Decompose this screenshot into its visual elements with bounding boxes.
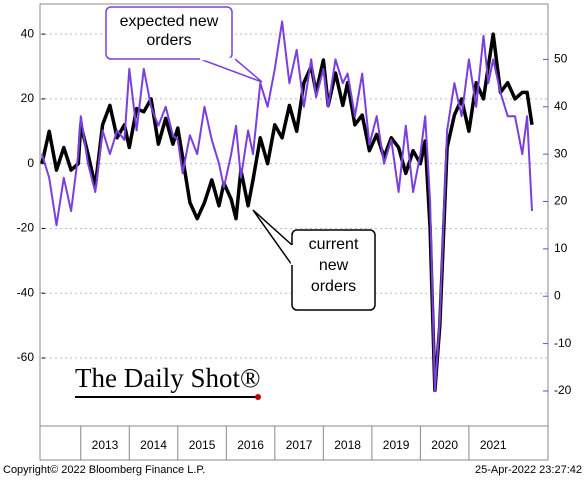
x-tick-label: 2015 [189,438,216,452]
y2-tick-label: -10 [554,336,572,350]
x-tick-label: 2020 [431,438,458,452]
x-tick-label: 2021 [480,438,507,452]
y2-tick-label: 0 [554,288,561,302]
y-tick-label: -20 [17,221,35,235]
y-tick-label: -60 [17,350,35,364]
y-tick-label: 0 [27,156,34,170]
series-line [40,20,533,392]
watermark-dot [255,394,261,400]
x-tick-label: 2017 [286,438,313,452]
annotation-text: orders [311,278,356,295]
series-line [40,32,534,393]
annotation-text: expected new [120,13,219,30]
y2-tick-label: -20 [554,383,572,397]
y2-tick-label: 50 [554,52,568,66]
x-tick-label: 2016 [237,438,264,452]
callout-pointer [199,58,263,83]
source: Copyright© 2022 Bloomberg Finance L.P. [3,464,205,476]
annotation-text: orders [146,32,191,49]
annotation-text: new [319,257,349,274]
x-tick-label: 2014 [140,438,167,452]
timestamp: 25-Apr-2022 23:27:42 [475,464,582,476]
y-tick-label: 40 [21,26,35,40]
callout-box [291,229,376,311]
plot-frame [39,3,549,461]
y2-tick-label: 20 [554,194,568,208]
callout-pointer [252,209,293,266]
x-tick-label: 2013 [92,438,119,452]
y-tick-label: 20 [21,91,35,105]
watermark: The Daily Shot® [75,363,261,393]
y2-tick-label: 40 [554,99,568,113]
annotation-text: current [309,236,359,253]
y2-tick-label: 30 [554,146,568,160]
x-tick-label: 2019 [383,438,410,452]
callout-box [105,6,233,60]
y-tick-label: -40 [17,285,35,299]
y2-tick-label: 10 [554,241,568,255]
x-tick-label: 2018 [334,438,361,452]
